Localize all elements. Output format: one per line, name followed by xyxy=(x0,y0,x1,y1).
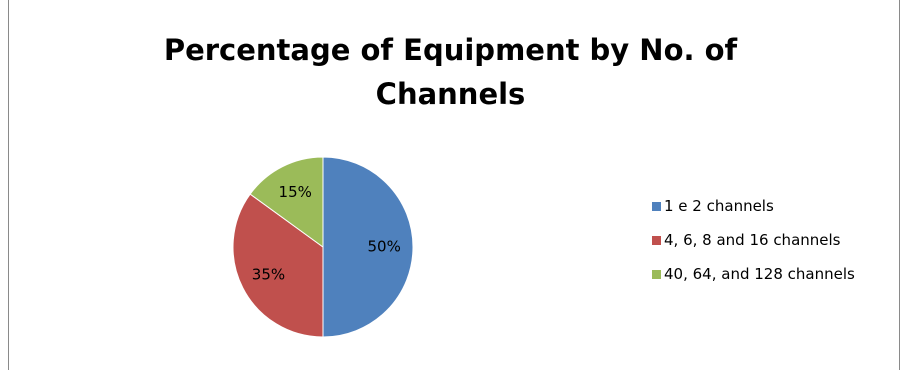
legend-label: 4, 6, 8 and 16 channels xyxy=(664,231,841,249)
legend-label: 40, 64, and 128 channels xyxy=(664,265,855,283)
chart-title: Percentage of Equipment by No. of Channe… xyxy=(0,28,901,116)
legend-label: 1 e 2 channels xyxy=(664,197,774,215)
pie-slice-label-1: 50% xyxy=(368,238,401,256)
pie-slice-label-2: 35% xyxy=(252,265,285,283)
pie-slice-1 xyxy=(322,156,414,338)
pie-slice-3 xyxy=(249,156,324,248)
legend-swatch-blue xyxy=(652,202,661,211)
legend-swatch-green xyxy=(652,270,661,279)
chart-title-line-1: Percentage of Equipment by No. of xyxy=(163,33,738,67)
pie-slice-2 xyxy=(232,193,324,338)
pie-slice-label-3: 15% xyxy=(279,183,312,201)
chart-frame xyxy=(8,0,900,370)
chart-title-line-2: Channels xyxy=(375,77,526,111)
legend-swatch-red xyxy=(652,236,661,245)
